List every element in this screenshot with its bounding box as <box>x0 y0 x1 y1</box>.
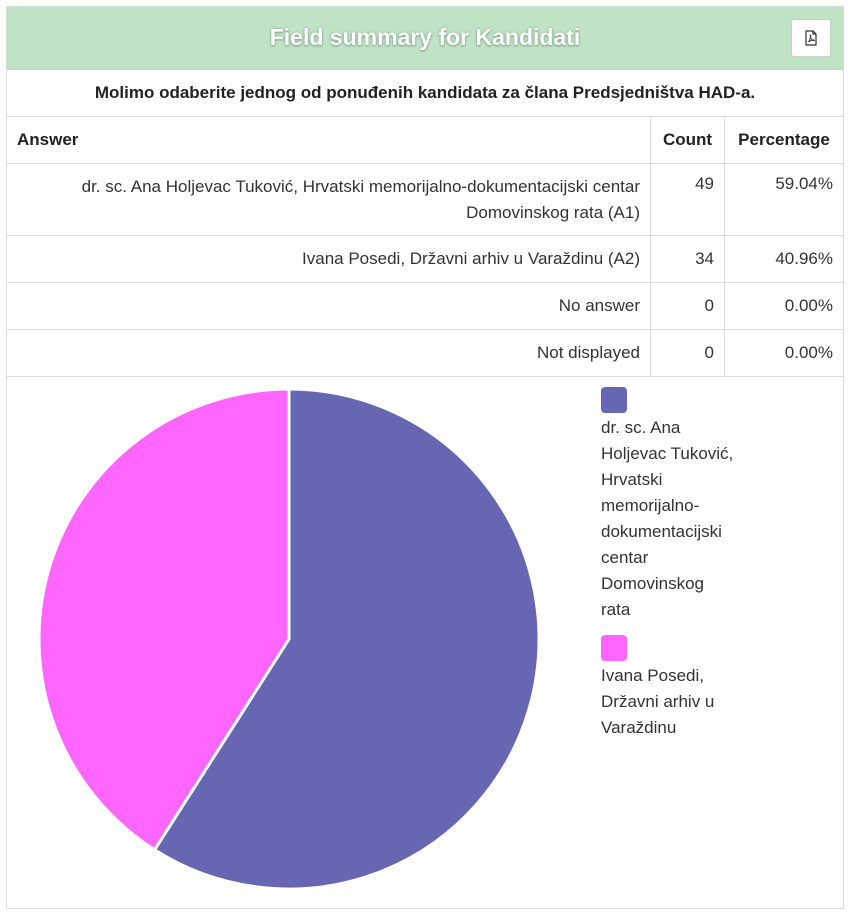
count-cell: 34 <box>650 235 725 283</box>
export-pdf-button[interactable] <box>791 19 831 57</box>
count-cell: 49 <box>650 163 725 236</box>
panel-title: Field summary for Kandidati <box>269 24 581 50</box>
pie-slice-2 <box>37 387 291 852</box>
column-header-count: Count <box>650 116 725 164</box>
legend-item: dr. sc. Ana Holjevac Tuković, Hrvatski memo… <box>601 387 776 623</box>
pie-chart <box>37 387 541 891</box>
answer-cell: Ivana Posedi, Državni arhiv u Varaždinu … <box>7 235 651 283</box>
percentage-cell: 40.96% <box>724 235 843 283</box>
legend-label: Domovinskog <box>601 574 704 593</box>
table-row: dr. sc. Ana Holjevac Tuković, Hrvatski m… <box>7 163 843 236</box>
count-cell: 0 <box>650 329 725 377</box>
answer-cell: dr. sc. Ana Holjevac Tuković, Hrvatski m… <box>7 163 651 236</box>
answer-cell: Not displayed <box>7 329 651 377</box>
table-row: No answer 0 0.00% <box>7 282 843 330</box>
legend-label: Holjevac Tuković, <box>601 444 734 463</box>
legend-item: Ivana Posedi, Državni arhiv u Varaždinu <box>601 635 776 741</box>
percentage-cell: 0.00% <box>724 329 843 377</box>
legend-swatch <box>601 635 627 661</box>
table-header-row: Answer Count Percentage <box>7 116 843 164</box>
chart-legend: dr. sc. Ana Holjevac Tuković, Hrvatski memo… <box>601 387 776 753</box>
legend-swatch <box>601 387 627 413</box>
percentage-cell: 59.04% <box>724 163 843 236</box>
legend-label: Hrvatski <box>601 470 663 489</box>
field-summary-panel: Field summary for Kandidati Molimo odabe… <box>6 6 844 909</box>
table-row: Not displayed 0 0.00% <box>7 329 843 377</box>
count-cell: 0 <box>650 282 725 330</box>
legend-label: dokumentacijski <box>601 522 722 541</box>
question-text: Molimo odaberite jednog od ponuđenih kan… <box>7 70 843 117</box>
summary-table: Answer Count Percentage dr. sc. Ana Holj… <box>7 116 843 377</box>
pdf-file-icon <box>805 30 817 46</box>
column-header-percentage: Percentage <box>724 116 843 164</box>
panel-header: Field summary for Kandidati <box>7 7 843 70</box>
table-row: Ivana Posedi, Državni arhiv u Varaždinu … <box>7 235 843 283</box>
column-header-answer: Answer <box>7 116 651 164</box>
legend-label: memorijalno- <box>601 496 700 515</box>
legend-label: Ivana Posedi, <box>601 666 705 685</box>
pie-slice-1 <box>152 387 541 891</box>
legend-label: centar <box>601 548 649 567</box>
legend-label: rata <box>601 600 631 619</box>
legend-label: Državni arhiv u <box>601 692 715 711</box>
percentage-cell: 0.00% <box>724 282 843 330</box>
chart-area: dr. sc. Ana Holjevac Tuković, Hrvatski memo… <box>7 377 843 907</box>
answer-text-line1: dr. sc. Ana Holjevac Tuković, Hrvatski m… <box>81 177 640 196</box>
answer-cell: No answer <box>7 282 651 330</box>
answer-text-line2: Domovinskog rata (A1) <box>466 203 640 222</box>
legend-label: Varaždinu <box>601 718 677 737</box>
legend-label: dr. sc. Ana <box>601 418 681 437</box>
